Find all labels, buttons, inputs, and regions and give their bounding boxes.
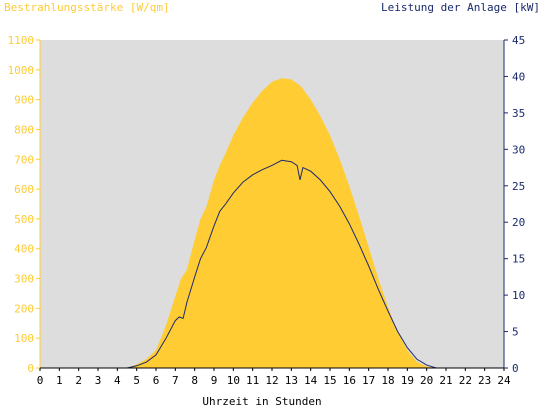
left-tick-label: 0 [27, 362, 34, 375]
right-tick-label: 5 [512, 326, 519, 339]
x-tick-label: 6 [153, 374, 160, 387]
left-axis-title: Bestrahlungsstärke [W/qm] [4, 1, 170, 14]
left-tick-label: 600 [14, 183, 34, 196]
x-axis-title: Uhrzeit in Stunden [202, 395, 321, 408]
x-tick-label: 23 [478, 374, 491, 387]
right-tick-label: 45 [512, 34, 525, 47]
x-tick-label: 19 [401, 374, 414, 387]
x-tick-label: 14 [304, 374, 318, 387]
left-tick-label: 400 [14, 243, 34, 256]
left-tick-label: 900 [14, 94, 34, 107]
right-tick-label: 40 [512, 70, 525, 83]
left-tick-label: 700 [14, 153, 34, 166]
irradiance-area [40, 78, 504, 368]
left-tick-label: 500 [14, 213, 34, 226]
x-tick-label: 4 [114, 374, 121, 387]
right-tick-label: 25 [512, 180, 525, 193]
x-tick-label: 9 [211, 374, 218, 387]
left-tick-label: 100 [14, 332, 34, 345]
right-tick-label: 20 [512, 216, 525, 229]
x-tick-label: 7 [172, 374, 179, 387]
right-tick-label: 10 [512, 289, 525, 302]
x-tick-label: 22 [459, 374, 472, 387]
right-tick-label: 15 [512, 253, 525, 266]
right-tick-label: 0 [512, 362, 519, 375]
right-tick-label: 35 [512, 107, 525, 120]
x-tick-label: 17 [362, 374, 375, 387]
x-tick-label: 21 [439, 374, 452, 387]
x-tick-label: 5 [133, 374, 140, 387]
x-tick-label: 15 [323, 374, 336, 387]
right-axis-title: Leistung der Anlage [kW] [381, 1, 540, 14]
x-tick-label: 18 [381, 374, 394, 387]
right-tick-label: 30 [512, 143, 525, 156]
x-tick-label: 0 [37, 374, 44, 387]
x-tick-label: 10 [227, 374, 240, 387]
x-tick-label: 16 [343, 374, 356, 387]
left-tick-label: 200 [14, 302, 34, 315]
power-line [40, 159, 504, 369]
x-tick-label: 3 [95, 374, 102, 387]
x-tick-label: 20 [420, 374, 433, 387]
x-tick-label: 12 [265, 374, 278, 387]
left-tick-label: 800 [14, 123, 34, 136]
left-tick-label: 1100 [8, 34, 35, 47]
left-tick-label: 1000 [8, 64, 35, 77]
left-tick-label: 300 [14, 273, 34, 286]
x-tick-label: 13 [285, 374, 298, 387]
x-tick-label: 8 [191, 374, 198, 387]
x-tick-label: 11 [246, 374, 259, 387]
x-tick-label: 1 [56, 374, 63, 387]
x-tick-label: 2 [75, 374, 82, 387]
x-tick-label: 24 [497, 374, 511, 387]
